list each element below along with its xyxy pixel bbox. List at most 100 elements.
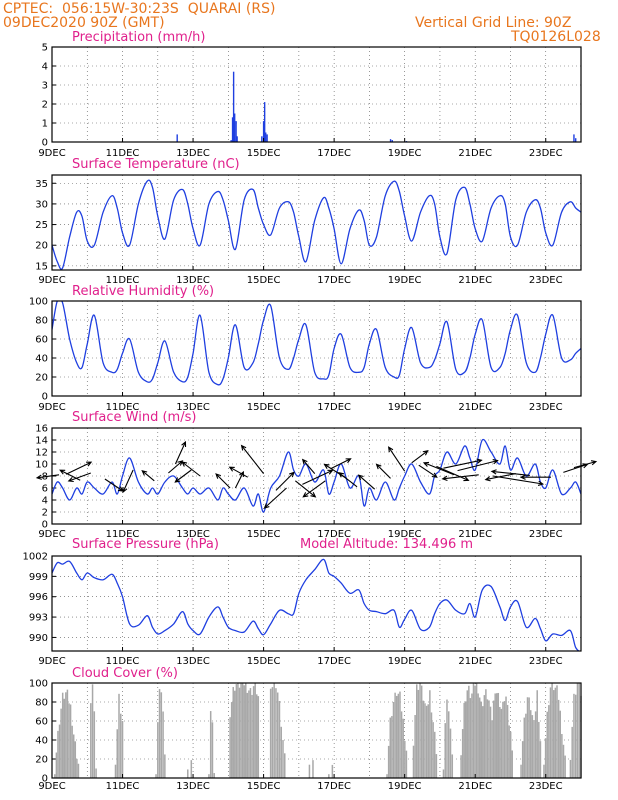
panel-title: Cloud Cover (%) xyxy=(72,666,178,681)
x-tick-label: 19DEC xyxy=(388,275,422,286)
cloud-bar xyxy=(486,699,489,778)
y-tick-label: 996 xyxy=(29,592,48,603)
cloud-bar xyxy=(255,694,258,778)
x-tick-label: 13DEC xyxy=(176,148,210,159)
cloud-bar xyxy=(76,758,78,778)
cloud-bar xyxy=(414,715,416,778)
wind-arrow xyxy=(228,466,248,478)
cloud-bar xyxy=(252,686,255,778)
cloud-bar xyxy=(523,717,526,778)
cloud-bar xyxy=(90,703,92,778)
cloud-bar xyxy=(543,764,545,778)
wind-arrow xyxy=(67,472,91,483)
x-tick-label: 17DEC xyxy=(317,529,351,540)
panel-4: 990 993 996 999 1002 9DEC 11DEC 13DEC 15DEC 17DEC… xyxy=(23,537,582,667)
x-tick-label: 21DEC xyxy=(458,148,492,159)
cloud-bar xyxy=(442,769,445,778)
x-tick-label: 19DEC xyxy=(388,529,422,540)
cloud-bar xyxy=(276,692,279,778)
x-tick-label: 9DEC xyxy=(38,781,65,792)
cloud-bar xyxy=(417,689,420,778)
x-tick-label: 17DEC xyxy=(317,656,351,667)
cloud-bar xyxy=(474,685,476,778)
cloud-bar xyxy=(246,692,249,778)
wind-arrow xyxy=(519,474,552,480)
precip-bar xyxy=(391,140,394,142)
series-line xyxy=(52,301,581,386)
precip-bar xyxy=(266,134,268,142)
cloud-bar xyxy=(402,718,404,778)
cloud-bar xyxy=(241,683,244,778)
y-tick-label: 20 xyxy=(35,373,48,384)
cloud-bar xyxy=(552,690,555,778)
cloud-bar xyxy=(503,701,506,778)
cloud-bar xyxy=(391,716,393,778)
cloud-bar xyxy=(190,760,193,778)
wind-arrow xyxy=(181,461,201,477)
cloud-bar xyxy=(538,721,540,778)
cloud-bar xyxy=(251,694,253,778)
wind-arrow xyxy=(441,474,479,481)
x-tick-label: 21DEC xyxy=(458,529,492,540)
x-tick-label: 21DEC xyxy=(458,275,492,286)
cloud-bar xyxy=(434,731,436,778)
wind-arrow xyxy=(35,474,60,480)
cloud-bar xyxy=(477,693,479,778)
cloud-bar xyxy=(412,745,415,778)
cloud-bar xyxy=(164,754,166,778)
wind-arrow xyxy=(168,460,184,474)
x-tick-label: 11DEC xyxy=(106,148,140,159)
y-tick-label: 3 xyxy=(42,81,48,92)
cloud-bar xyxy=(157,722,159,778)
wind-arrow xyxy=(443,458,483,469)
wind-arrow xyxy=(387,446,406,472)
cloud-bar xyxy=(562,744,565,778)
x-tick-label: 21DEC xyxy=(458,402,492,413)
cloud-bar xyxy=(230,702,233,778)
y-tick-label: 4 xyxy=(42,62,48,73)
cloud-bar xyxy=(120,713,122,778)
precip-bar xyxy=(176,134,178,142)
cloud-bar xyxy=(213,773,215,778)
cloud-bar xyxy=(162,711,164,778)
wind-arrow xyxy=(330,458,352,470)
x-tick-label: 17DEC xyxy=(317,781,351,792)
cloud-bar xyxy=(116,729,118,778)
cloud-bar xyxy=(448,711,450,778)
cloud-bar xyxy=(58,724,61,778)
wind-arrow xyxy=(357,474,376,490)
cloud-bar xyxy=(328,774,330,778)
cloud-bar xyxy=(275,688,277,778)
cloud-bar xyxy=(497,692,500,778)
cloud-bar xyxy=(446,699,448,778)
panel-1: 15 20 25 30 35 9DEC 11DEC 13DEC 15DEC 17DEC 19DEC 2… xyxy=(35,157,582,286)
cloud-bar xyxy=(509,731,512,778)
cloud-bar xyxy=(564,755,566,778)
panel-title: Relative Humidity (%) xyxy=(72,284,214,299)
cloud-bar xyxy=(451,754,454,778)
y-tick-label: 35 xyxy=(35,179,48,190)
cloud-bar xyxy=(534,711,537,778)
cloud-bar xyxy=(257,696,260,778)
cloud-bar xyxy=(229,717,231,778)
cloud-bar xyxy=(559,710,561,778)
cloud-bar xyxy=(482,706,484,778)
cloud-bar xyxy=(389,717,392,778)
cloud-bar xyxy=(55,752,58,778)
cloud-bar xyxy=(386,774,388,778)
precip-bar xyxy=(263,102,266,142)
cloud-bar xyxy=(502,701,504,778)
cloud-bar xyxy=(432,722,434,778)
x-tick-label: 13DEC xyxy=(176,529,210,540)
x-tick-label: 15DEC xyxy=(247,402,281,413)
x-tick-label: 19DEC xyxy=(388,656,422,667)
cloud-bar xyxy=(234,690,236,778)
cloud-bar xyxy=(63,698,66,778)
y-tick-label: 100 xyxy=(29,679,48,690)
wind-arrow xyxy=(436,465,470,482)
plot-frame xyxy=(51,174,582,271)
x-tick-label: 23DEC xyxy=(529,148,563,159)
cloud-bar xyxy=(520,764,522,778)
x-tick-label: 13DEC xyxy=(176,275,210,286)
precip-bar xyxy=(233,113,236,142)
